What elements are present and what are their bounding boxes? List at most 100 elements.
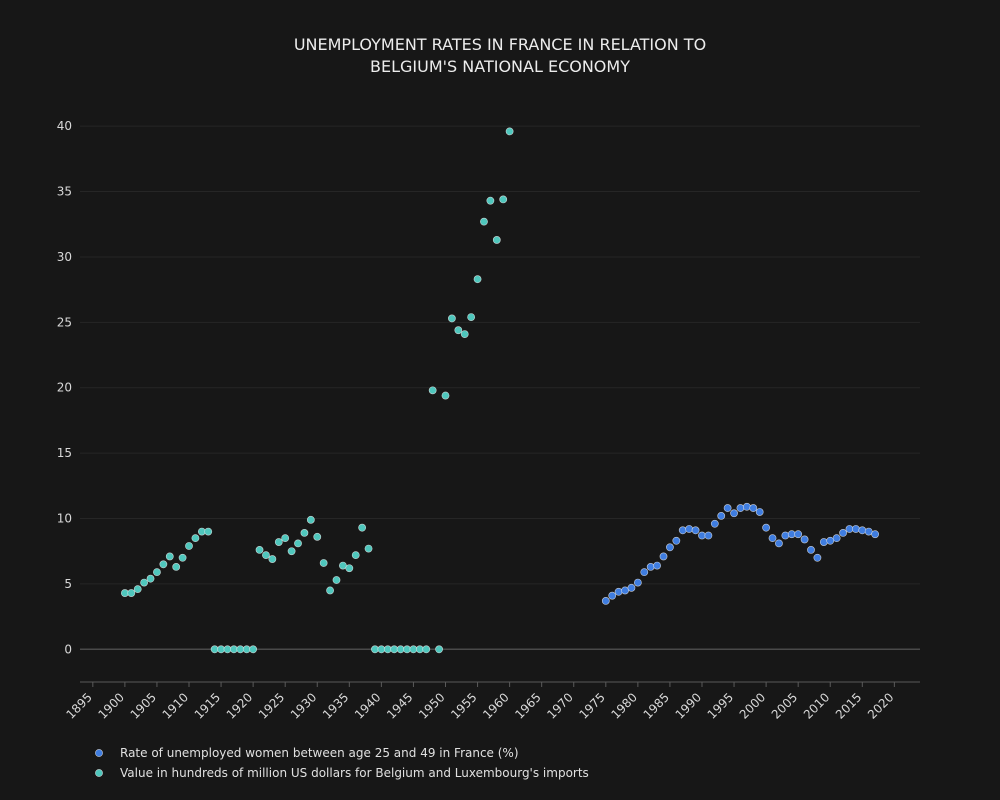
data-point[interactable] <box>678 526 687 535</box>
data-point[interactable] <box>351 551 360 560</box>
data-point[interactable] <box>467 313 476 322</box>
data-point[interactable] <box>146 574 155 583</box>
x-tick-label: 1930 <box>288 690 319 721</box>
data-point[interactable] <box>326 586 334 595</box>
data-point[interactable] <box>858 526 867 535</box>
data-point[interactable] <box>608 591 617 600</box>
y-tick-label: 0 <box>64 642 72 656</box>
legend[interactable]: Rate of unemployed women between age 25 … <box>95 746 589 780</box>
data-point[interactable] <box>281 534 290 543</box>
data-point[interactable] <box>614 587 623 596</box>
data-point[interactable] <box>653 561 661 570</box>
data-point[interactable] <box>480 217 488 226</box>
data-point[interactable] <box>178 553 187 562</box>
data-point[interactable] <box>319 559 328 567</box>
data-point[interactable] <box>749 504 758 512</box>
data-point[interactable] <box>274 538 283 546</box>
data-point[interactable] <box>287 547 296 556</box>
legend-item-2[interactable]: Value in hundreds of million US dollars … <box>95 766 589 780</box>
x-tick-label: 1940 <box>352 690 383 721</box>
data-point[interactable] <box>473 275 482 284</box>
data-point[interactable] <box>807 546 815 554</box>
data-point[interactable] <box>332 576 341 584</box>
data-point[interactable] <box>717 512 726 520</box>
data-point[interactable] <box>832 534 841 543</box>
data-point[interactable] <box>768 534 777 543</box>
x-tick-label: 1960 <box>480 690 511 721</box>
data-point[interactable] <box>191 534 200 543</box>
data-point[interactable] <box>345 564 354 573</box>
data-point[interactable] <box>441 391 450 400</box>
series-1-points <box>601 502 880 605</box>
data-point[interactable] <box>313 532 322 541</box>
data-point[interactable] <box>435 645 443 654</box>
data-point[interactable] <box>422 645 431 654</box>
x-tick-label: 1980 <box>608 690 639 721</box>
data-point[interactable] <box>505 127 514 136</box>
data-point[interactable] <box>294 539 302 548</box>
axes: 0 5 10 15 20 25 30 35 40 1895 1900 1905 1910 1915 1920… <box>57 119 920 722</box>
data-point[interactable] <box>640 568 649 577</box>
data-point[interactable] <box>133 585 142 594</box>
data-point[interactable] <box>460 330 469 339</box>
data-point[interactable] <box>492 236 501 244</box>
data-point[interactable] <box>781 531 790 540</box>
data-point[interactable] <box>710 519 719 528</box>
data-point[interactable] <box>627 583 636 592</box>
data-point[interactable] <box>185 542 193 550</box>
x-tick-label: 1955 <box>448 690 479 721</box>
data-point[interactable] <box>127 589 136 597</box>
data-point[interactable] <box>819 538 828 546</box>
y-tick-label: 20 <box>57 381 72 395</box>
data-point[interactable] <box>871 530 880 539</box>
data-point[interactable] <box>685 525 694 533</box>
data-points <box>120 127 880 654</box>
data-point[interactable] <box>794 530 803 539</box>
data-point[interactable] <box>633 578 642 587</box>
data-point[interactable] <box>659 552 668 561</box>
data-point[interactable] <box>730 509 738 518</box>
data-point[interactable] <box>672 536 681 545</box>
x-tick-label: 1905 <box>128 690 159 721</box>
data-point[interactable] <box>172 563 181 571</box>
data-point[interactable] <box>448 314 456 323</box>
data-point[interactable] <box>165 552 174 561</box>
data-point[interactable] <box>268 555 277 563</box>
data-point[interactable] <box>364 544 373 553</box>
data-point[interactable] <box>742 502 751 511</box>
data-point[interactable] <box>153 568 161 577</box>
data-point[interactable] <box>813 553 822 562</box>
data-point[interactable] <box>300 529 309 537</box>
data-point[interactable] <box>358 523 367 532</box>
data-point[interactable] <box>204 527 213 536</box>
data-point[interactable] <box>159 560 168 569</box>
data-point[interactable] <box>704 531 713 540</box>
data-point[interactable] <box>601 597 610 605</box>
data-point[interactable] <box>762 523 771 532</box>
data-point[interactable] <box>839 529 847 537</box>
legend-label: Value in hundreds of million US dollars … <box>120 766 589 780</box>
data-point[interactable] <box>736 504 745 512</box>
x-tick-label: 1965 <box>512 690 543 721</box>
data-point[interactable] <box>140 578 149 587</box>
data-point[interactable] <box>428 386 437 395</box>
data-point[interactable] <box>691 526 700 535</box>
data-point[interactable] <box>306 515 315 524</box>
data-point[interactable] <box>454 326 463 335</box>
data-point[interactable] <box>666 543 674 552</box>
data-point[interactable] <box>851 525 860 533</box>
data-point[interactable] <box>255 546 264 554</box>
data-point[interactable] <box>800 535 809 544</box>
data-point[interactable] <box>499 195 508 204</box>
chart-title-line-1: UNEMPLOYMENT RATES IN FRANCE IN RELATION… <box>294 35 706 54</box>
data-point[interactable] <box>646 563 655 571</box>
x-tick-label: 1945 <box>384 690 415 721</box>
data-point[interactable] <box>775 539 783 548</box>
data-point[interactable] <box>262 551 270 560</box>
data-point[interactable] <box>249 645 258 654</box>
legend-item-1[interactable]: Rate of unemployed women between age 25 … <box>95 746 519 760</box>
chart-title-line-2: BELGIUM'S NATIONAL ECONOMY <box>370 57 630 76</box>
data-point[interactable] <box>486 196 495 205</box>
data-point[interactable] <box>755 508 764 516</box>
data-point[interactable] <box>723 504 732 512</box>
